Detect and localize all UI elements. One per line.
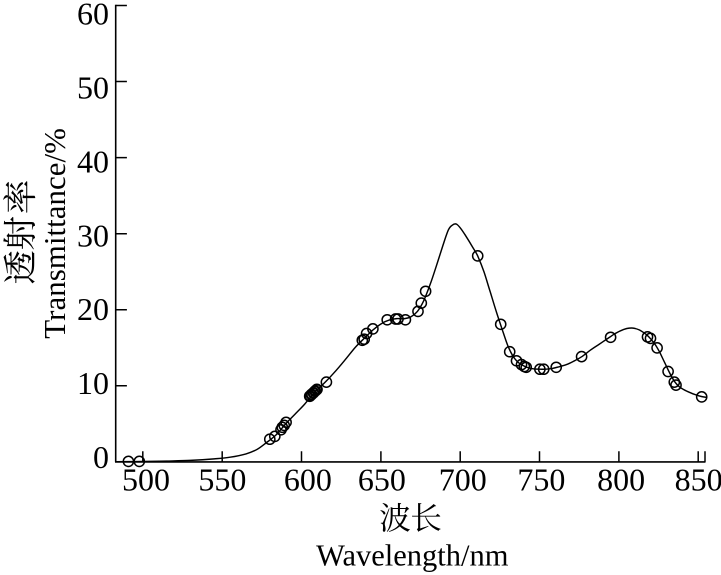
svg-text:650: 650 — [358, 462, 406, 498]
svg-text:550: 550 — [198, 462, 246, 498]
svg-text:850: 850 — [675, 462, 721, 498]
svg-text:50: 50 — [77, 70, 109, 106]
svg-text:40: 40 — [77, 143, 109, 179]
svg-text:30: 30 — [77, 217, 109, 253]
svg-text:500: 500 — [122, 462, 170, 498]
svg-text:Transmittance/%: Transmittance/% — [37, 128, 72, 339]
svg-text:20: 20 — [77, 291, 109, 327]
svg-text:600: 600 — [284, 462, 332, 498]
svg-text:750: 750 — [517, 462, 565, 498]
svg-text:60: 60 — [77, 0, 109, 32]
svg-text:Wavelength/nm: Wavelength/nm — [316, 539, 509, 573]
svg-text:700: 700 — [439, 462, 487, 498]
svg-text:800: 800 — [597, 462, 645, 498]
svg-text:10: 10 — [77, 365, 109, 401]
svg-text:0: 0 — [93, 439, 109, 475]
